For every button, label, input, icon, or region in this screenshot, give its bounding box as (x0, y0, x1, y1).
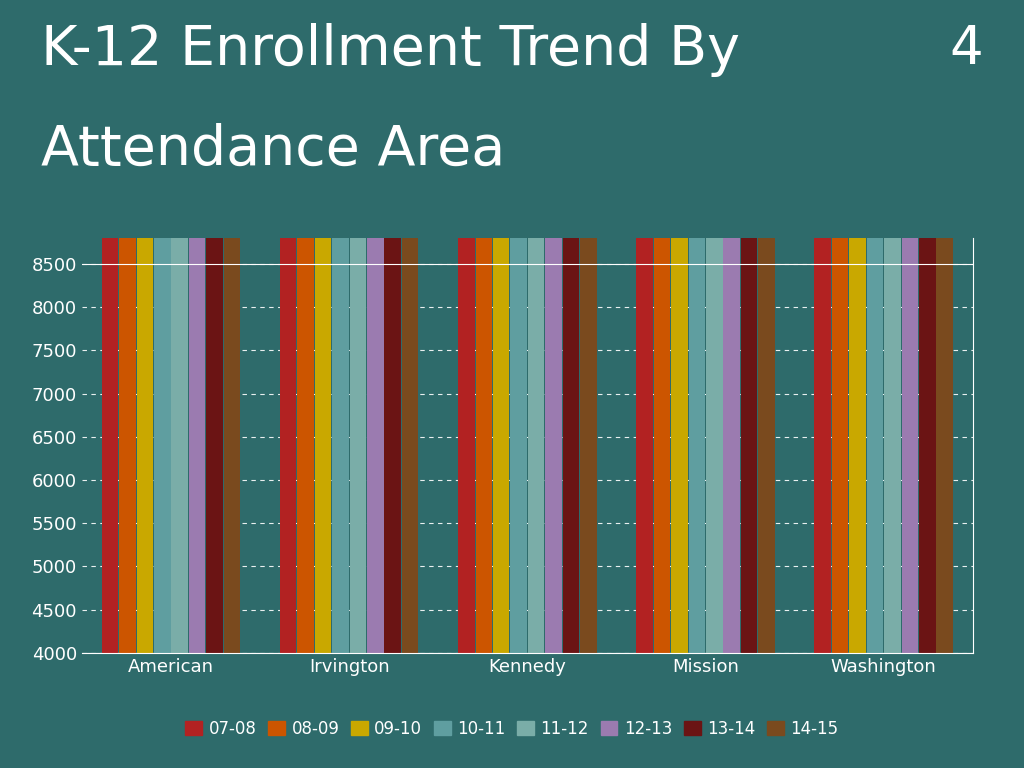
Bar (493, 204, 510, 653)
Text: 4: 4 (949, 23, 983, 75)
Bar (671, 112, 688, 653)
Bar (458, 188, 475, 653)
Bar (814, 103, 831, 653)
Bar (384, 18, 401, 653)
Bar (740, 127, 758, 653)
Bar (919, 91, 936, 653)
Bar (545, 175, 562, 653)
Bar (297, 102, 314, 653)
Legend: 07-08, 08-09, 09-10, 10-11, 11-12, 12-13, 13-14, 14-15: 07-08, 08-09, 09-10, 10-11, 11-12, 12-13… (178, 713, 846, 744)
Bar (580, 165, 597, 653)
Bar (349, 60, 367, 653)
Bar (206, 0, 223, 653)
Bar (367, 43, 384, 653)
Bar (154, 13, 171, 653)
Bar (314, 101, 332, 653)
Bar (332, 85, 349, 653)
Bar (188, 0, 206, 653)
Bar (527, 190, 545, 653)
Bar (866, 95, 884, 653)
Bar (723, 122, 740, 653)
Bar (119, 31, 136, 653)
Text: K-12 Enrollment Trend By: K-12 Enrollment Trend By (41, 23, 740, 77)
Bar (401, 0, 419, 653)
Text: Attendance Area: Attendance Area (41, 123, 505, 177)
Bar (636, 117, 653, 653)
Bar (936, 98, 953, 653)
Bar (101, 39, 119, 653)
Bar (849, 98, 866, 653)
Bar (901, 94, 919, 653)
Bar (688, 112, 706, 653)
Bar (758, 129, 775, 653)
Bar (706, 114, 723, 653)
Bar (510, 194, 527, 653)
Bar (171, 18, 188, 653)
Bar (831, 101, 849, 653)
Bar (136, 12, 154, 653)
Bar (653, 111, 671, 653)
Bar (475, 204, 493, 653)
Bar (884, 94, 901, 653)
Bar (562, 170, 580, 653)
Bar (223, 0, 241, 653)
Bar (280, 114, 297, 653)
